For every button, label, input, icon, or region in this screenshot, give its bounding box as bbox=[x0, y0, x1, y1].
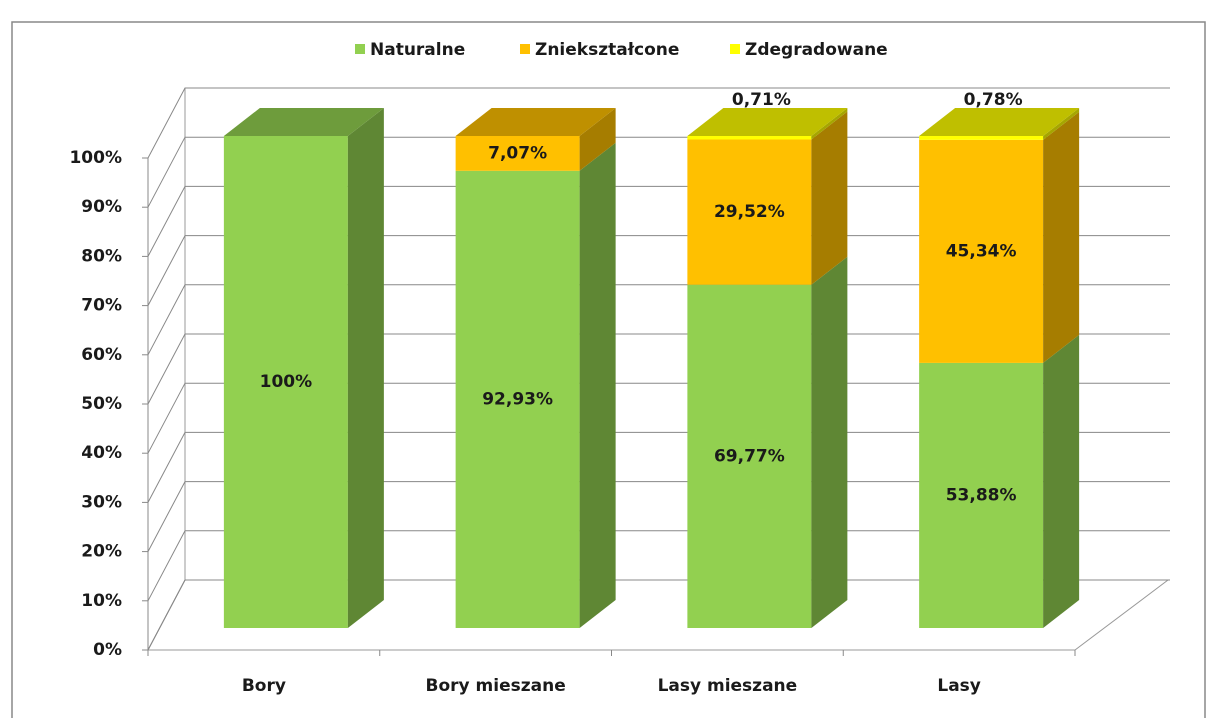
y-tick-label: 0% bbox=[93, 640, 122, 660]
bar-top bbox=[919, 108, 1080, 136]
value-label: 92,93% bbox=[482, 389, 553, 409]
value-label: 29,52% bbox=[714, 202, 785, 222]
y-tick-label: 90% bbox=[81, 197, 122, 217]
bar-front bbox=[919, 139, 1044, 363]
value-label: 69,77% bbox=[714, 446, 785, 466]
y-tick-label: 100% bbox=[69, 148, 122, 168]
value-label: 0,78% bbox=[964, 90, 1023, 110]
bar-front bbox=[687, 136, 812, 140]
x-tick-label: Lasy mieszane bbox=[658, 676, 798, 696]
y-tick-label: 50% bbox=[81, 394, 122, 414]
x-tick-label: Bory bbox=[242, 676, 286, 696]
bar-side bbox=[579, 142, 616, 628]
y-tick-label: 70% bbox=[81, 296, 122, 316]
bar-top bbox=[223, 108, 384, 136]
y-tick-label: 80% bbox=[81, 246, 122, 266]
bar-side bbox=[1043, 108, 1080, 140]
legend-swatch bbox=[355, 44, 365, 54]
legend-label: Zdegradowane bbox=[745, 40, 888, 60]
x-tick-label: Lasy bbox=[937, 676, 981, 696]
legend-label: Zniekształcone bbox=[535, 40, 679, 60]
bar-front bbox=[687, 284, 812, 628]
legend-swatch bbox=[730, 44, 740, 54]
bar-side bbox=[579, 108, 616, 171]
bar-front bbox=[687, 139, 812, 285]
y-tick-label: 20% bbox=[81, 542, 122, 562]
y-tick-label: 60% bbox=[81, 345, 122, 365]
bar-top bbox=[455, 108, 616, 136]
y-tick-label: 40% bbox=[81, 443, 122, 463]
bar-front bbox=[455, 170, 580, 628]
y-tick-label: 30% bbox=[81, 492, 122, 512]
value-label: 45,34% bbox=[946, 241, 1017, 261]
bar-front bbox=[455, 136, 580, 171]
bar-side bbox=[811, 256, 848, 628]
legend-label: Naturalne bbox=[370, 40, 465, 60]
bar-front bbox=[223, 136, 348, 628]
bar-side bbox=[1043, 334, 1080, 628]
legend-swatch bbox=[520, 44, 530, 54]
value-label: 100% bbox=[260, 372, 313, 392]
value-label: 7,07% bbox=[488, 143, 547, 163]
y-tick-label: 10% bbox=[81, 591, 122, 611]
bar-side bbox=[811, 108, 848, 140]
value-label: 53,88% bbox=[946, 485, 1017, 505]
bar-side bbox=[347, 108, 384, 628]
bar-front bbox=[919, 136, 1044, 140]
value-label: 0,71% bbox=[732, 90, 791, 110]
bar-side bbox=[811, 111, 848, 285]
bar-side bbox=[1043, 111, 1080, 363]
bar-top bbox=[687, 108, 848, 136]
x-tick-label: Bory mieszane bbox=[426, 676, 566, 696]
grid-line bbox=[147, 87, 1170, 159]
bar-front bbox=[919, 362, 1044, 628]
